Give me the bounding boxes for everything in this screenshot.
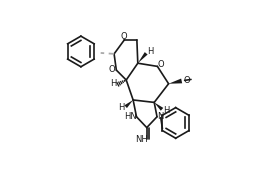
Polygon shape xyxy=(154,102,163,111)
Text: O: O xyxy=(108,65,115,74)
Polygon shape xyxy=(138,52,148,63)
Text: NH: NH xyxy=(136,135,148,144)
Text: O: O xyxy=(183,76,190,85)
Text: HN: HN xyxy=(124,112,137,121)
Text: N: N xyxy=(157,112,164,121)
Text: H: H xyxy=(118,103,125,112)
Text: H: H xyxy=(163,106,169,115)
Polygon shape xyxy=(124,100,133,108)
Text: O: O xyxy=(121,32,127,41)
Text: H: H xyxy=(147,47,153,56)
Polygon shape xyxy=(168,79,182,84)
Text: H: H xyxy=(110,79,117,88)
Text: O: O xyxy=(158,60,164,69)
